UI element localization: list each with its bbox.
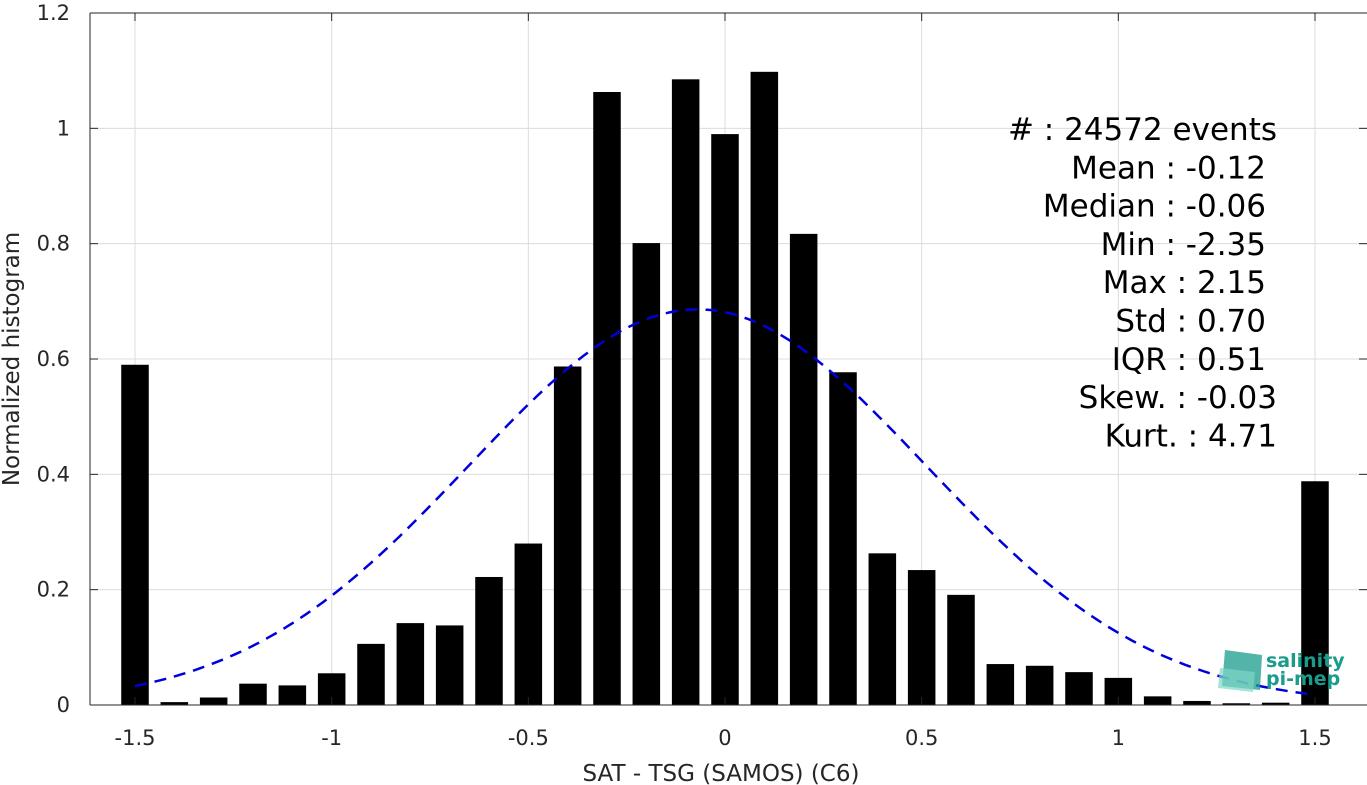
y-tick-label: 0.4 — [37, 462, 70, 486]
bar — [632, 243, 661, 705]
bar — [789, 233, 818, 705]
stat-line: Mean : -0.12 — [1071, 150, 1266, 186]
bar — [750, 71, 779, 705]
x-tick-label: -1 — [321, 726, 342, 750]
bar — [986, 664, 1015, 705]
bar — [553, 366, 582, 705]
salinity-pimep-logo: salinity pi-mep — [1218, 650, 1345, 692]
stat-line: Max : 2.15 — [1103, 265, 1266, 301]
histogram-bars — [121, 71, 1329, 706]
stat-line: Min : -2.35 — [1101, 227, 1266, 263]
bar — [357, 643, 385, 705]
bar — [593, 92, 621, 705]
bar — [239, 683, 267, 705]
stat-line: # : 24572 events — [1008, 112, 1277, 148]
x-tick-label: -0.5 — [508, 726, 549, 750]
bar — [1222, 703, 1251, 705]
stat-line: Kurt. : 4.71 — [1105, 418, 1277, 454]
bar — [199, 697, 228, 705]
y-axis-title: Normalized histogram — [0, 232, 25, 486]
stat-line: Std : 0.70 — [1115, 304, 1266, 340]
bar — [1065, 672, 1093, 705]
bar — [1143, 696, 1172, 705]
bar — [396, 623, 425, 705]
x-tick-label: -1.5 — [115, 726, 156, 750]
x-tick-labels: -1.5 -1 -0.5 0 0.5 1 1.5 — [115, 726, 1332, 750]
bar — [1025, 665, 1054, 705]
logo-text-line2: pi-mep — [1266, 668, 1340, 690]
bar — [829, 372, 857, 705]
bar — [1301, 481, 1329, 705]
x-tick-label: 0 — [718, 726, 731, 750]
bar — [475, 576, 503, 705]
bar — [947, 594, 975, 705]
x-tick-label: 1.5 — [1298, 726, 1331, 750]
x-tick-label: 1 — [1112, 726, 1125, 750]
bar — [514, 543, 543, 705]
y-tick-label: 0.2 — [37, 578, 70, 602]
bar — [121, 364, 149, 705]
bar — [907, 570, 936, 705]
bar — [671, 79, 700, 706]
stat-line: Skew. : -0.03 — [1079, 380, 1277, 416]
bar — [160, 702, 189, 705]
bar — [1261, 702, 1290, 705]
y-tick-label: 0.8 — [37, 232, 70, 256]
bar — [1183, 700, 1211, 705]
bar — [435, 625, 464, 705]
gaussian-fit-curve — [134, 308, 1316, 697]
bar — [278, 685, 307, 705]
y-tick-label: 0 — [57, 693, 70, 717]
x-axis-title: SAT - TSG (SAMOS) (C6) — [583, 761, 860, 785]
stat-line: Median : -0.06 — [1043, 189, 1266, 225]
y-tick-labels: 0 0.2 0.4 0.6 0.8 1 1.2 — [37, 1, 70, 717]
axis-ticks — [90, 12, 1367, 706]
bar — [868, 553, 897, 705]
bar — [711, 134, 739, 706]
y-tick-label: 0.6 — [37, 347, 70, 371]
y-tick-label: 1.2 — [37, 1, 70, 25]
x-tick-label: 0.5 — [905, 726, 938, 750]
logo-text-line1: salinity — [1266, 650, 1345, 672]
stat-line: IQR : 0.51 — [1112, 342, 1266, 378]
y-tick-label: 1 — [57, 116, 70, 140]
